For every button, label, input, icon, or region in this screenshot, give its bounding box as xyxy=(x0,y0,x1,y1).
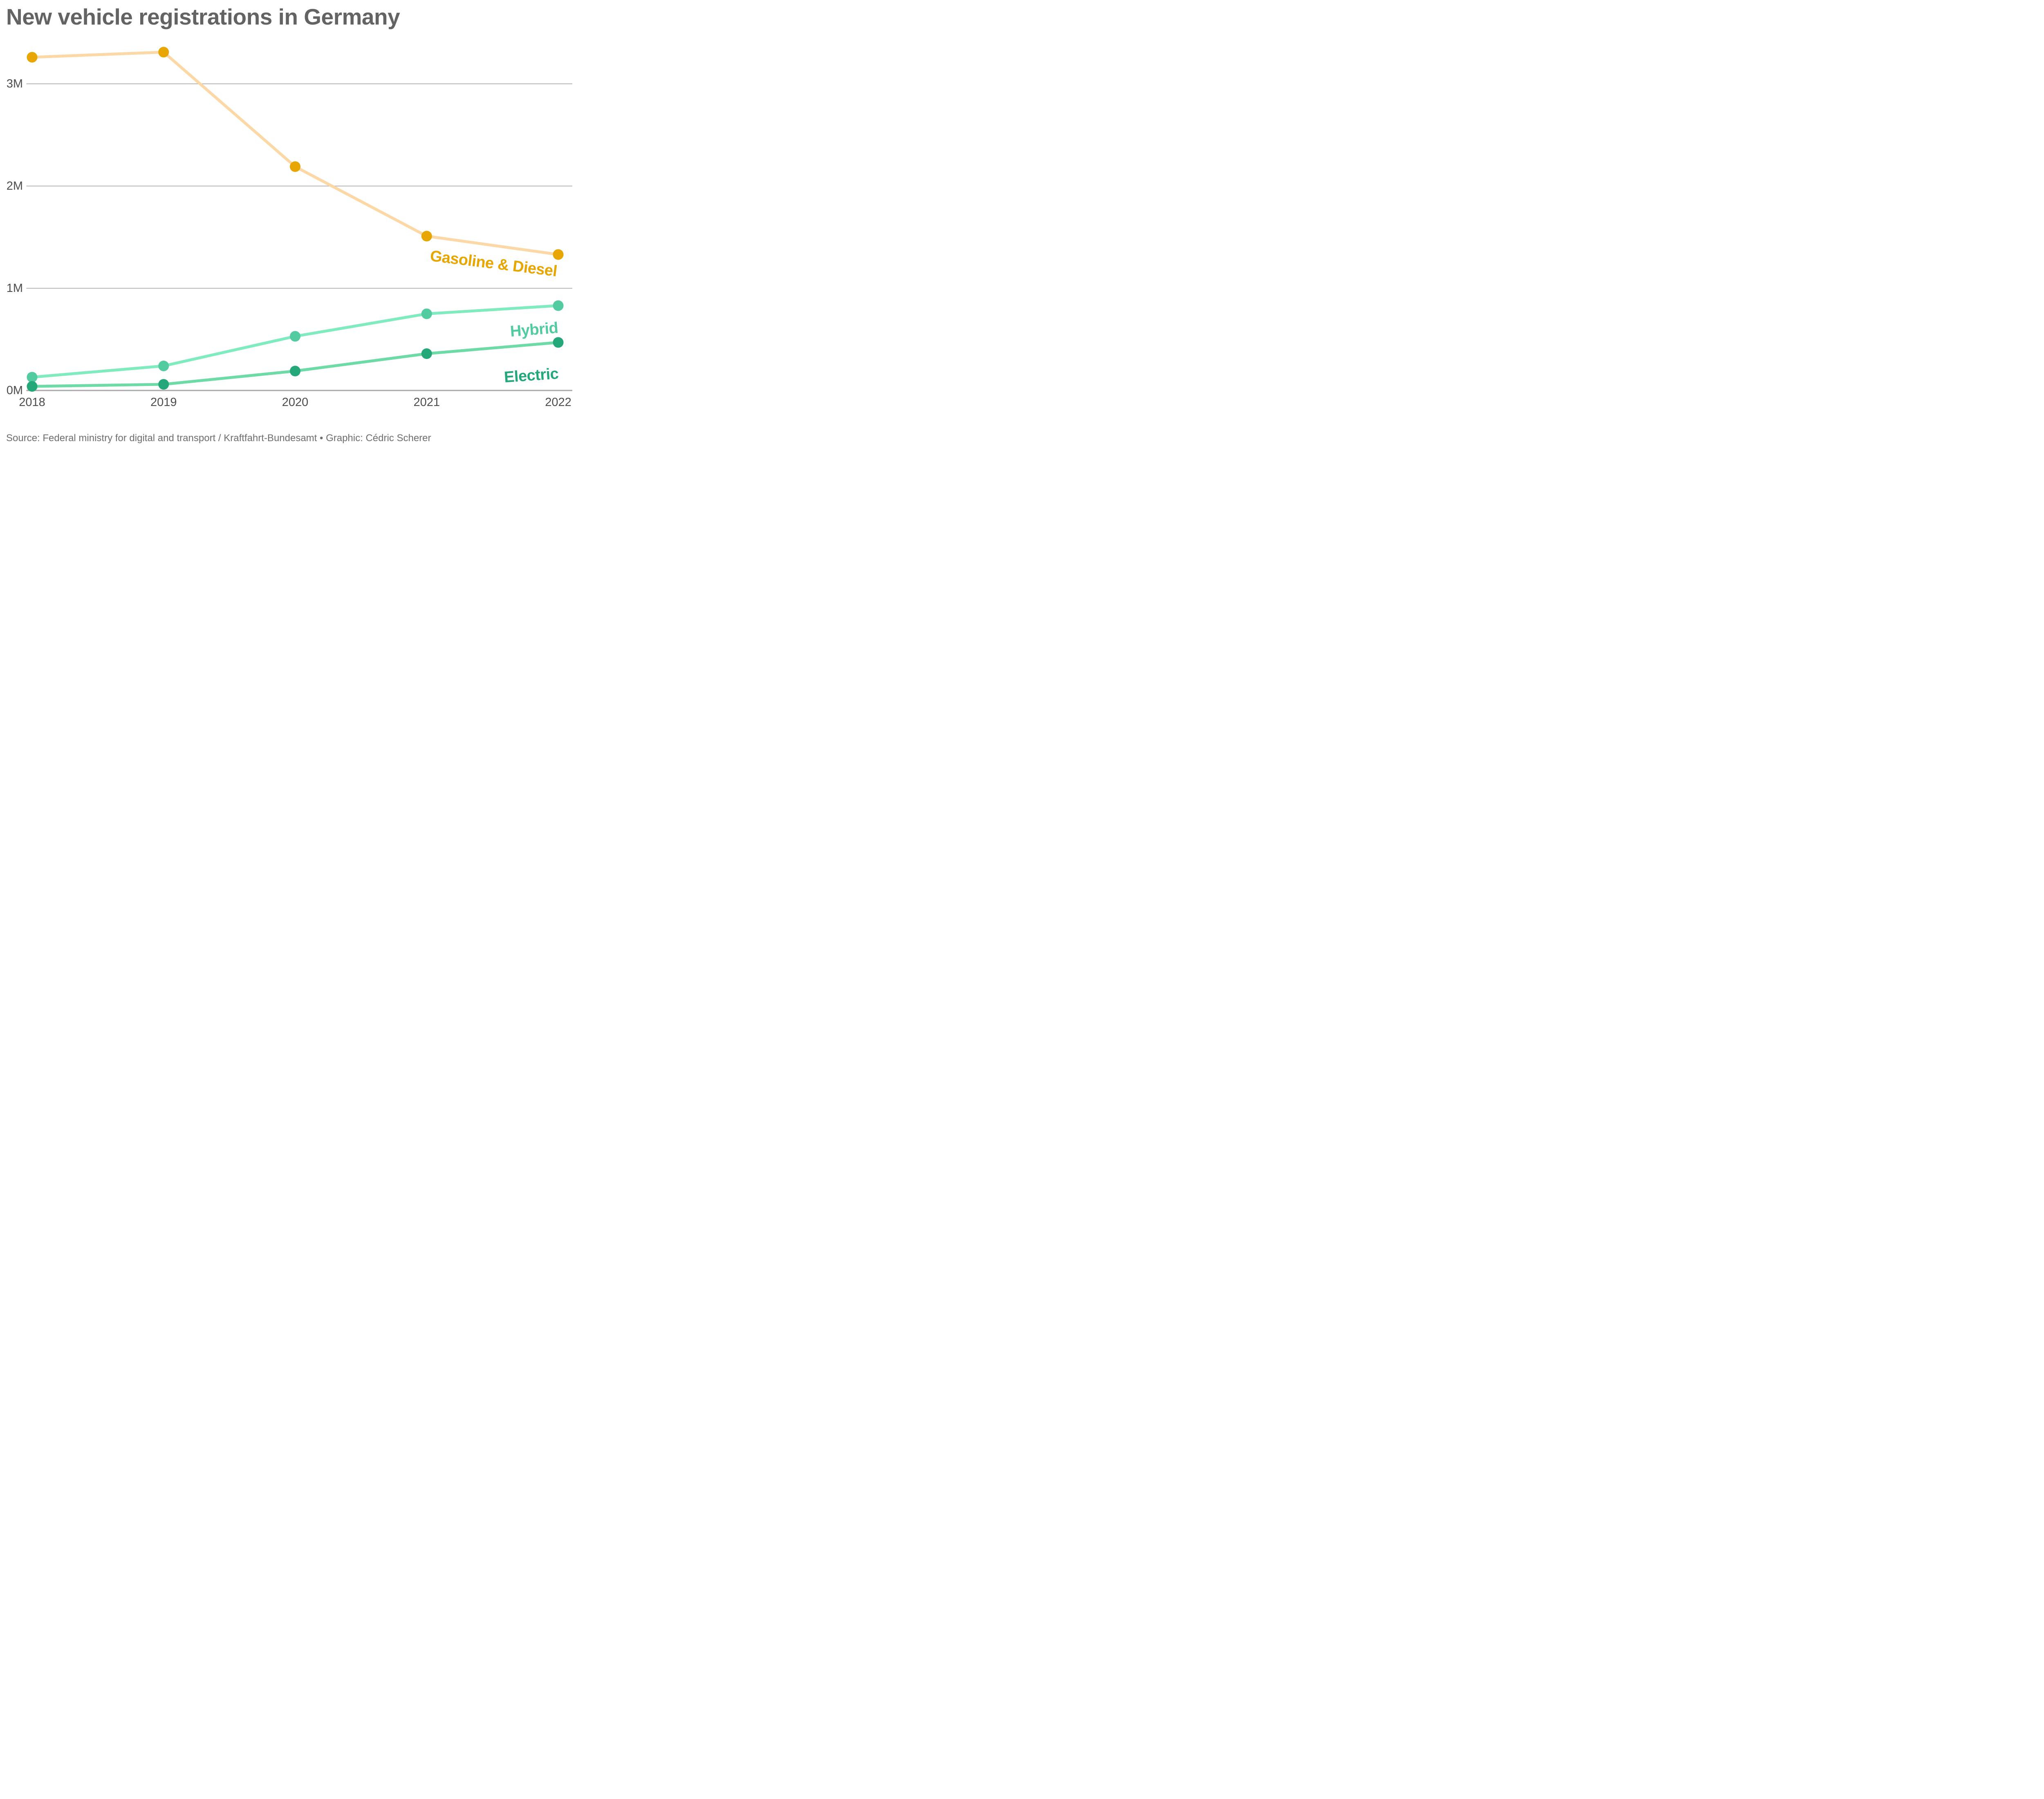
series-line-gasoline-diesel xyxy=(31,51,560,256)
series-point-hybrid-2020 xyxy=(290,331,300,342)
series-point-hybrid-2018 xyxy=(27,372,38,383)
series-point-electric-2019 xyxy=(158,379,169,390)
series-point-gasoline-diesel-2021 xyxy=(421,231,432,242)
x-tick-label-2020: 2020 xyxy=(282,396,309,409)
y-tick-label-3M: 3M xyxy=(7,77,23,90)
chart-title: New vehicle registrations in Germany xyxy=(6,4,400,29)
y-tick-label-2M: 2M xyxy=(7,179,23,193)
x-tick-label-2021: 2021 xyxy=(413,396,440,409)
series-point-gasoline-diesel-2018 xyxy=(27,52,38,63)
y-tick-label-1M: 1M xyxy=(7,282,23,295)
series-label-electric: Electric xyxy=(504,365,559,386)
series-point-electric-2018 xyxy=(27,381,38,392)
series-label-hybrid: Hybrid xyxy=(509,319,558,340)
series-point-hybrid-2019 xyxy=(158,361,169,371)
series-point-gasoline-diesel-2020 xyxy=(290,161,300,172)
x-tick-label-2022: 2022 xyxy=(545,396,572,409)
series-point-electric-2020 xyxy=(290,366,300,377)
series-point-gasoline-diesel-2019 xyxy=(158,47,169,58)
series-point-hybrid-2021 xyxy=(421,308,432,319)
series-point-hybrid-2022 xyxy=(553,300,564,311)
series-point-electric-2022 xyxy=(553,337,564,348)
series-point-gasoline-diesel-2022 xyxy=(553,249,564,260)
x-tick-label-2019: 2019 xyxy=(150,396,177,409)
series-point-electric-2021 xyxy=(421,348,432,359)
x-tick-label-2018: 2018 xyxy=(19,396,45,409)
y-tick-label-0M: 0M xyxy=(7,384,23,397)
source-caption: Source: Federal ministry for digital and… xyxy=(6,433,431,444)
series-line-electric xyxy=(31,341,560,388)
